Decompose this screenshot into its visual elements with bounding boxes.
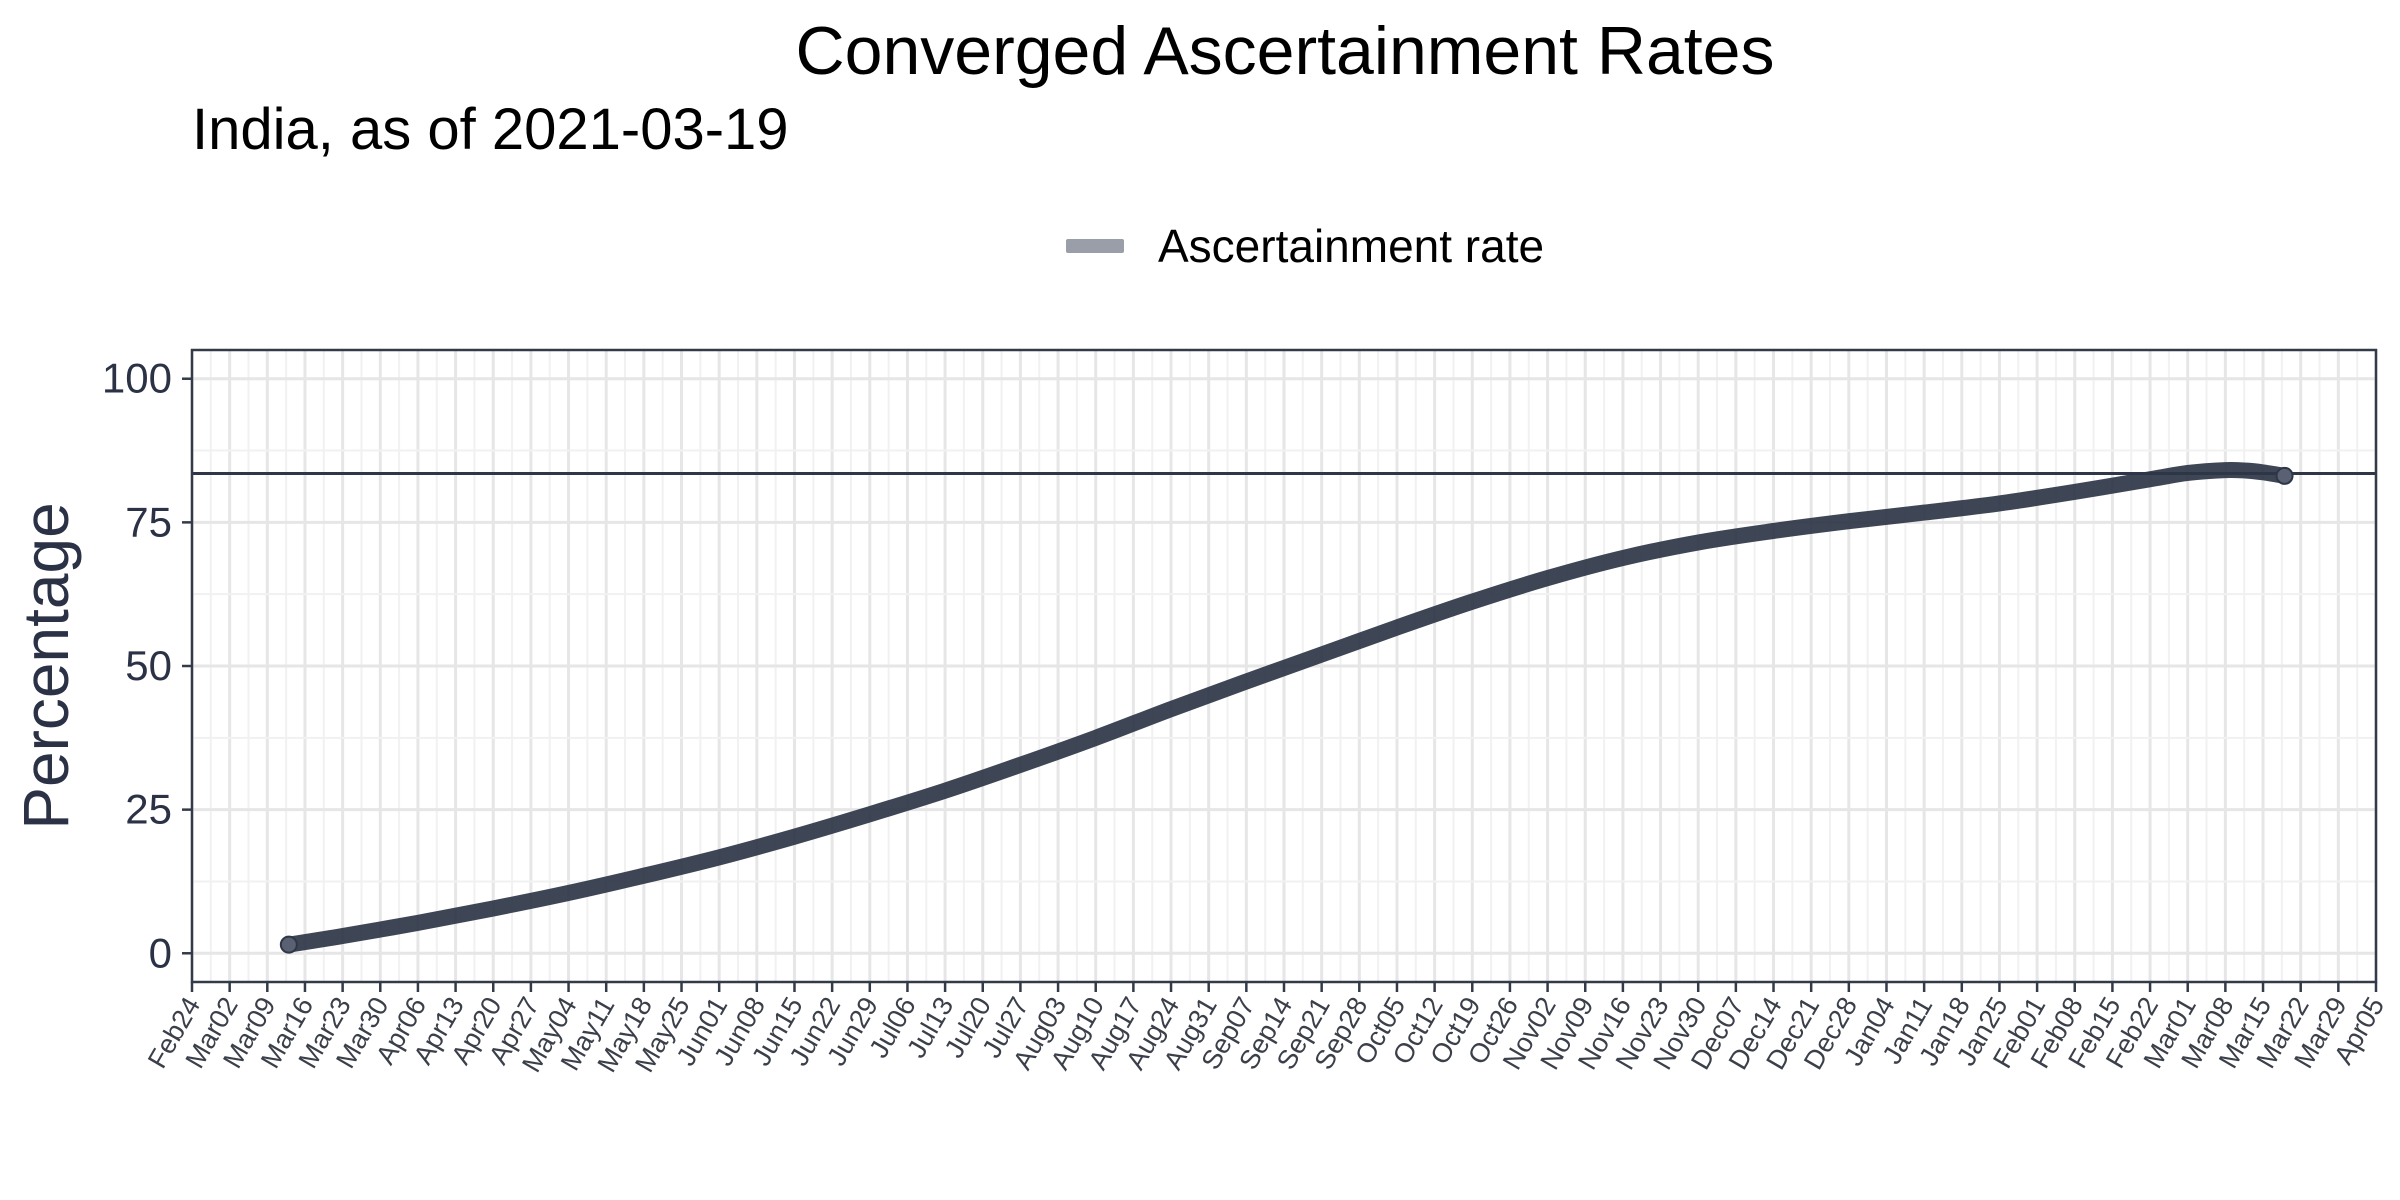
- y-tick-label: 25: [125, 786, 172, 833]
- chart-subtitle: India, as of 2021-03-19: [192, 97, 789, 162]
- legend-swatch: [1066, 239, 1124, 253]
- y-tick-label: 75: [125, 498, 172, 545]
- series-layer: [279, 461, 2294, 954]
- y-tick-label: 0: [149, 929, 172, 976]
- y-tick-label: 50: [125, 642, 172, 689]
- legend-label: Ascertainment rate: [1158, 220, 1545, 272]
- chart-title: Converged Ascertainment Rates: [795, 13, 1775, 89]
- y-axis-label: Percentage: [10, 502, 82, 829]
- y-tick-label: 100: [102, 355, 172, 402]
- axes: 0255075100Feb24Mar02Mar09Mar16Mar23Mar30…: [102, 355, 2390, 1077]
- series-line-ascertainment-rate: [280, 461, 2293, 953]
- series-start-point: [279, 935, 298, 954]
- series-end-point: [2275, 466, 2294, 485]
- legend: Ascertainment rate: [1066, 216, 1544, 276]
- grid-lines: [190, 350, 2378, 982]
